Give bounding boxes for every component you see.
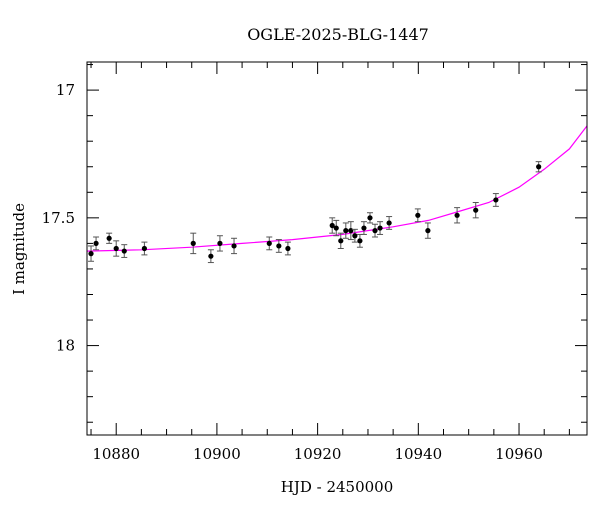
data-point: [472, 202, 479, 219]
x-tick-label: 10880: [92, 445, 140, 463]
point-marker: [454, 212, 460, 218]
point-marker: [338, 238, 344, 244]
data-point: [190, 232, 197, 255]
point-marker: [493, 197, 499, 203]
point-marker: [231, 243, 237, 249]
data-point: [88, 245, 95, 262]
data-point: [337, 232, 344, 249]
x-tick-label: 10940: [394, 445, 442, 463]
point-marker: [348, 228, 354, 234]
data-point: [372, 223, 379, 238]
point-marker: [285, 245, 291, 252]
y-axis-label: I magnitude: [10, 203, 28, 295]
data-point: [93, 236, 100, 251]
data-point: [342, 222, 349, 239]
plot-frame: [86, 61, 588, 436]
point-marker: [386, 220, 392, 226]
point-marker: [372, 228, 378, 234]
data-point: [351, 228, 358, 243]
x-tick-label: 10900: [193, 445, 241, 463]
data-point: [329, 217, 336, 234]
data-point: [356, 233, 363, 248]
point-marker: [377, 225, 383, 231]
data-point: [113, 240, 120, 257]
point-marker: [266, 240, 272, 246]
chart-title: OGLE-2025-BLG-1447: [247, 25, 429, 44]
data-point: [366, 212, 373, 224]
data-point: [266, 236, 273, 251]
point-marker: [329, 222, 335, 229]
y-tick-label: 17: [56, 81, 75, 99]
data-point: [207, 249, 214, 264]
data-point: [284, 241, 291, 256]
data-point: [360, 221, 367, 235]
data-point: [121, 244, 128, 258]
model-curve: [86, 125, 588, 252]
data-point: [414, 208, 421, 223]
point-marker: [343, 228, 349, 234]
data-point: [333, 219, 340, 237]
data-point: [231, 237, 238, 255]
x-tick-label: 10960: [495, 445, 543, 463]
data-point: [492, 193, 499, 207]
data-point: [535, 161, 542, 173]
point-marker: [113, 245, 119, 252]
y-tick-label: 17.5: [42, 209, 75, 227]
point-marker: [415, 212, 421, 218]
point-marker: [190, 240, 196, 246]
point-marker: [361, 225, 367, 231]
data-point: [216, 235, 223, 252]
data-point: [386, 216, 393, 230]
point-marker: [106, 235, 112, 241]
data-point: [106, 232, 113, 244]
x-tick-label: 10920: [294, 445, 342, 463]
data-point: [275, 239, 282, 253]
point-marker: [473, 207, 479, 213]
point-marker: [367, 215, 373, 221]
data-point: [377, 221, 384, 235]
y-tick-label: 18: [56, 337, 75, 355]
point-marker: [352, 233, 358, 239]
data-point: [141, 241, 148, 256]
point-marker: [121, 248, 127, 254]
point-marker: [141, 245, 148, 252]
point-marker: [536, 164, 542, 170]
point-marker: [88, 251, 94, 257]
point-marker: [276, 243, 282, 249]
data-point: [424, 222, 431, 239]
data-point: [454, 207, 461, 224]
point-marker: [333, 225, 339, 231]
point-marker: [425, 228, 431, 234]
point-marker: [208, 253, 214, 259]
x-axis-label: HJD - 2450000: [281, 478, 394, 496]
point-marker: [93, 240, 99, 246]
point-marker: [357, 238, 363, 244]
point-marker: [217, 240, 223, 246]
